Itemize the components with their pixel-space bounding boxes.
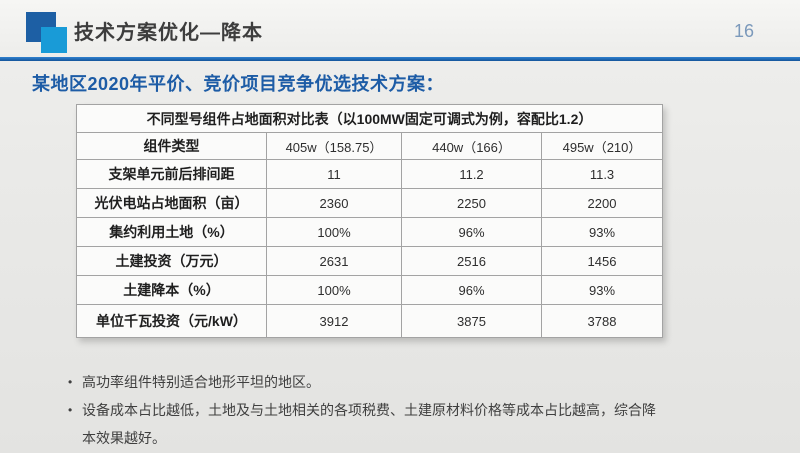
table-title-row: 不同型号组件占地面积对比表（以100MW固定可调式为例，容配比1.2） bbox=[75, 104, 664, 133]
table-cell: 93% bbox=[540, 275, 664, 305]
table-cell: 3788 bbox=[540, 304, 664, 338]
table-row: 支架单元前后排间距 11 11.2 11.3 bbox=[76, 159, 664, 189]
table-cell: 3912 bbox=[266, 304, 402, 338]
column-header: 495w（210） bbox=[540, 132, 664, 160]
table-cell: 2200 bbox=[540, 188, 664, 218]
page-number: 16 bbox=[733, 21, 754, 41]
row-label: 集约利用土地（%） bbox=[76, 217, 267, 247]
bullet-list: 高功率组件特别适合地形平坦的地区。 设备成本占比越低，土地及与土地相关的各项税费… bbox=[60, 368, 690, 452]
header-divider bbox=[0, 57, 800, 61]
table-title: 不同型号组件占地面积对比表（以100MW固定可调式为例，容配比1.2） bbox=[75, 104, 664, 133]
table-cell: 2250 bbox=[401, 188, 542, 218]
comparison-table: 不同型号组件占地面积对比表（以100MW固定可调式为例，容配比1.2） 组件类型… bbox=[75, 104, 664, 338]
logo-light-square-icon bbox=[41, 27, 67, 53]
comparison-table-container: 不同型号组件占地面积对比表（以100MW固定可调式为例，容配比1.2） 组件类型… bbox=[75, 104, 664, 338]
table-cell: 2360 bbox=[266, 188, 402, 218]
table-cell: 11.2 bbox=[401, 159, 542, 189]
table-row: 土建降本（%） 100% 96% 93% bbox=[76, 275, 664, 305]
table-cell: 96% bbox=[401, 275, 542, 305]
slide-header: 技术方案优化—降本 16 bbox=[0, 0, 800, 57]
row-label: 单位千瓦投资（元/kW） bbox=[76, 304, 267, 338]
bullet-item: 设备成本占比越低，土地及与土地相关的各项税费、土建原材料价格等成本占比越高，综合… bbox=[60, 396, 660, 452]
page-title: 技术方案优化—降本 bbox=[74, 22, 263, 44]
row-label: 光伏电站占地面积（亩） bbox=[76, 188, 267, 218]
table-row: 土建投资（万元） 2631 2516 1456 bbox=[76, 246, 664, 276]
row-label: 支架单元前后排间距 bbox=[76, 159, 267, 189]
table-cell: 100% bbox=[266, 217, 402, 247]
table-cell: 11.3 bbox=[540, 159, 664, 189]
row-label: 土建投资（万元） bbox=[76, 246, 267, 276]
table-row: 集约利用土地（%） 100% 96% 93% bbox=[76, 217, 664, 247]
column-header: 组件类型 bbox=[76, 132, 267, 160]
table-cell: 11 bbox=[266, 159, 402, 189]
logo-icon bbox=[24, 10, 70, 54]
section-subtitle: 某地区2020年平价、竞价项目竞争优选技术方案： bbox=[32, 74, 445, 94]
table-cell: 1456 bbox=[540, 246, 664, 276]
column-header: 405w（158.75） bbox=[266, 132, 402, 160]
table-cell: 93% bbox=[540, 217, 664, 247]
table-cell: 100% bbox=[266, 275, 402, 305]
table-cell: 96% bbox=[401, 217, 542, 247]
column-header: 440w（166） bbox=[401, 132, 542, 160]
table-cell: 2631 bbox=[266, 246, 402, 276]
table-cell: 3875 bbox=[401, 304, 542, 338]
table-row: 单位千瓦投资（元/kW） 3912 3875 3788 bbox=[76, 304, 664, 338]
table-row: 光伏电站占地面积（亩） 2360 2250 2200 bbox=[76, 188, 664, 218]
table-header-row: 组件类型 405w（158.75） 440w（166） 495w（210） bbox=[76, 132, 664, 160]
table-cell: 2516 bbox=[401, 246, 542, 276]
row-label: 土建降本（%） bbox=[76, 275, 267, 305]
bullet-item: 高功率组件特别适合地形平坦的地区。 bbox=[60, 368, 660, 396]
